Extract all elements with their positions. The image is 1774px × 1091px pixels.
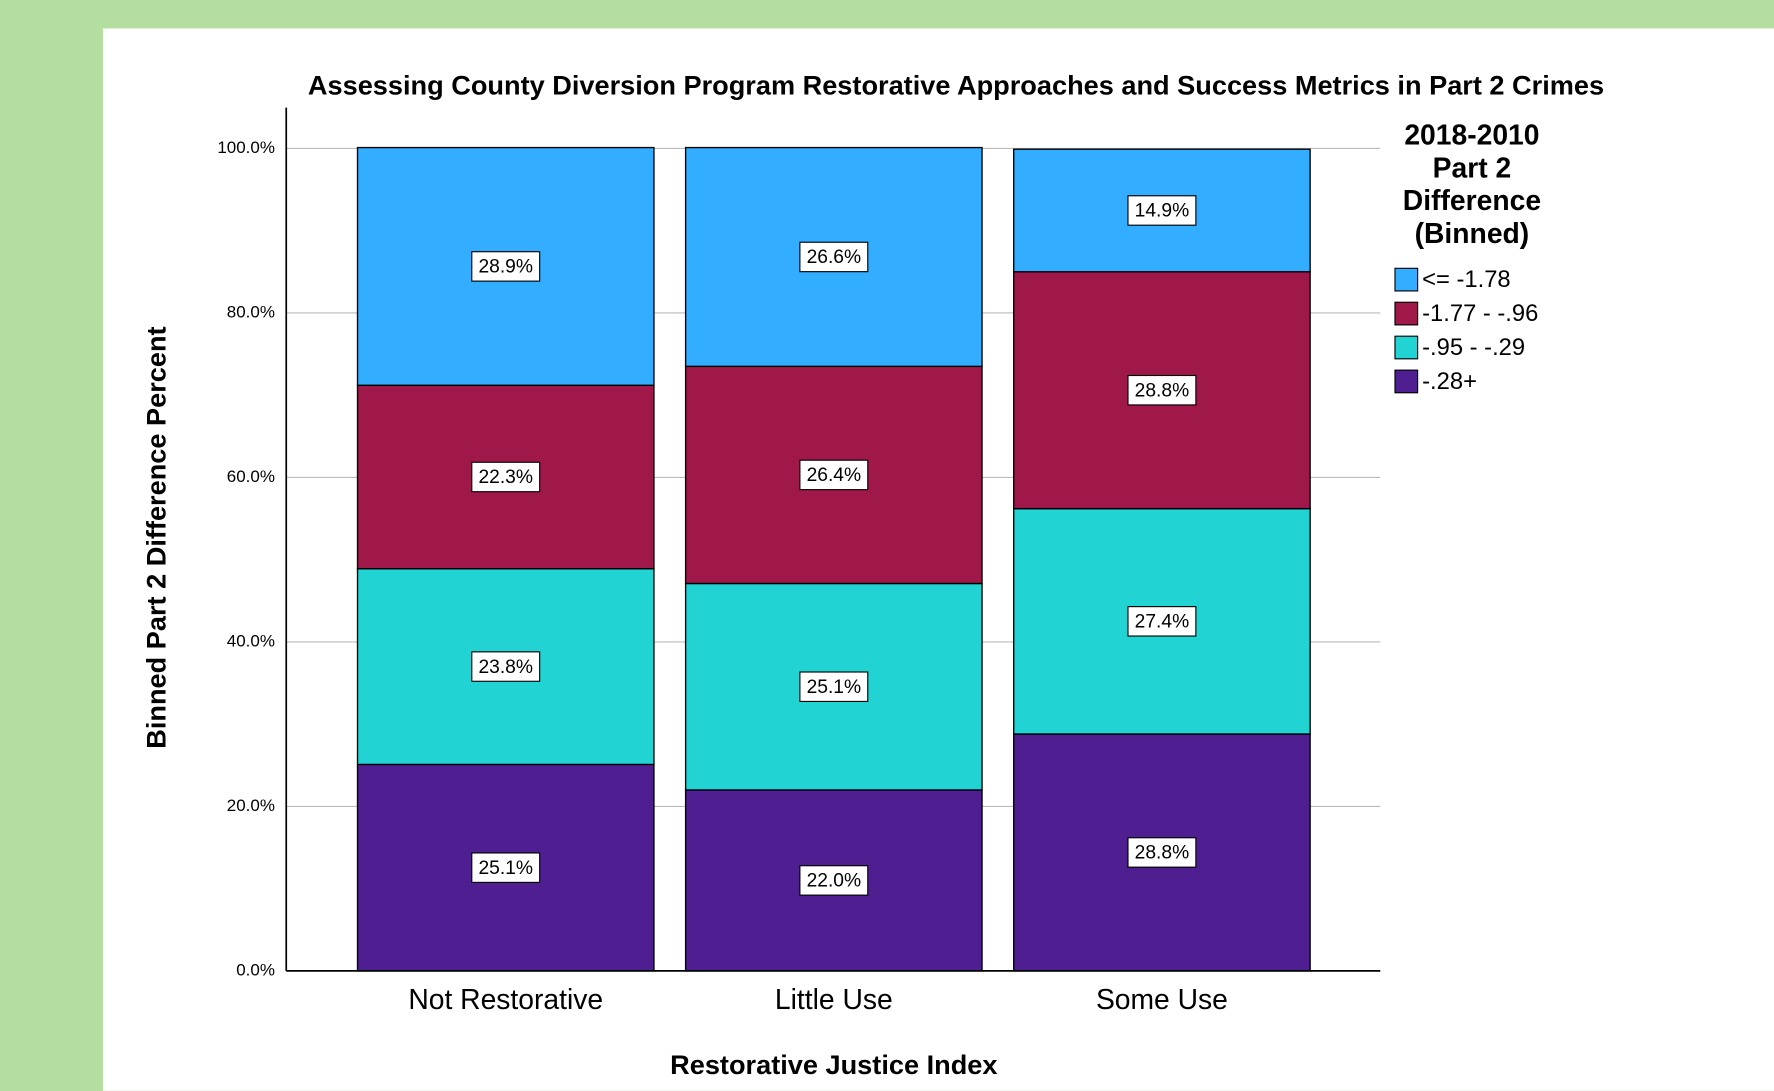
legend-swatch [1394, 301, 1419, 326]
legend-title: Part 2 [1433, 151, 1512, 183]
data-label-box [1127, 195, 1197, 226]
data-label-box [1127, 374, 1197, 406]
data-label: 28.9% [478, 257, 533, 278]
data-label: 22.0% [807, 871, 862, 892]
legend-label: -1.77 - -.96 [1422, 300, 1538, 327]
y-tick-label: 100.0% [217, 138, 275, 157]
data-label: 14.9% [1135, 201, 1190, 222]
data-label: 26.4% [807, 465, 862, 486]
data-label: 22.3% [478, 467, 533, 488]
chart-title: Assessing County Diversion Program Resto… [308, 69, 1604, 100]
data-label: 27.4% [1135, 612, 1190, 633]
data-label: 25.1% [807, 677, 862, 698]
data-label-box [471, 651, 541, 682]
legend-title: Difference [1403, 184, 1541, 216]
data-label-box [799, 459, 869, 491]
y-tick-label: 20.0% [227, 796, 275, 815]
x-tick-label: Some Use [1096, 983, 1228, 1015]
x-tick-label: Not Restorative [408, 983, 603, 1015]
data-label: 25.1% [478, 858, 533, 879]
x-axis-label: Restorative Justice Index [670, 1049, 997, 1080]
legend-title: (Binned) [1415, 217, 1530, 249]
legend-label: -.28+ [1422, 368, 1477, 395]
data-label-box [1127, 837, 1197, 868]
legend-swatch [1394, 369, 1419, 394]
legend-label: <= -1.78 [1422, 266, 1510, 293]
y-axis-label: Binned Part 2 Difference Percent [141, 326, 172, 748]
legend-title: 2018-2010 [1404, 119, 1539, 151]
x-tick-label: Little Use [775, 983, 893, 1015]
data-labels: 25.1% 23.8% 22.3% 28.9% 22.0% 25.1% 26.4% 26.6%… [471, 195, 1197, 896]
data-label: 23.8% [478, 657, 533, 678]
data-label: 28.8% [1135, 380, 1190, 401]
data-label-box [471, 251, 541, 282]
data-label-box [1127, 606, 1197, 637]
data-label-box [471, 852, 541, 883]
y-tick-label: 80.0% [227, 302, 275, 321]
data-label-box [471, 461, 541, 493]
data-label-box [799, 241, 869, 273]
y-tick-label: 60.0% [227, 467, 275, 486]
legend-label: -.95 - -.29 [1422, 334, 1525, 361]
data-label-box [799, 865, 869, 896]
data-label: 28.8% [1135, 843, 1190, 864]
y-tick-label: 40.0% [227, 631, 275, 650]
data-label: 26.6% [807, 247, 862, 268]
legend-swatch [1394, 335, 1419, 360]
legend-swatch [1394, 267, 1419, 292]
y-tick-label: 0.0% [236, 960, 275, 979]
data-label-box [799, 671, 869, 702]
